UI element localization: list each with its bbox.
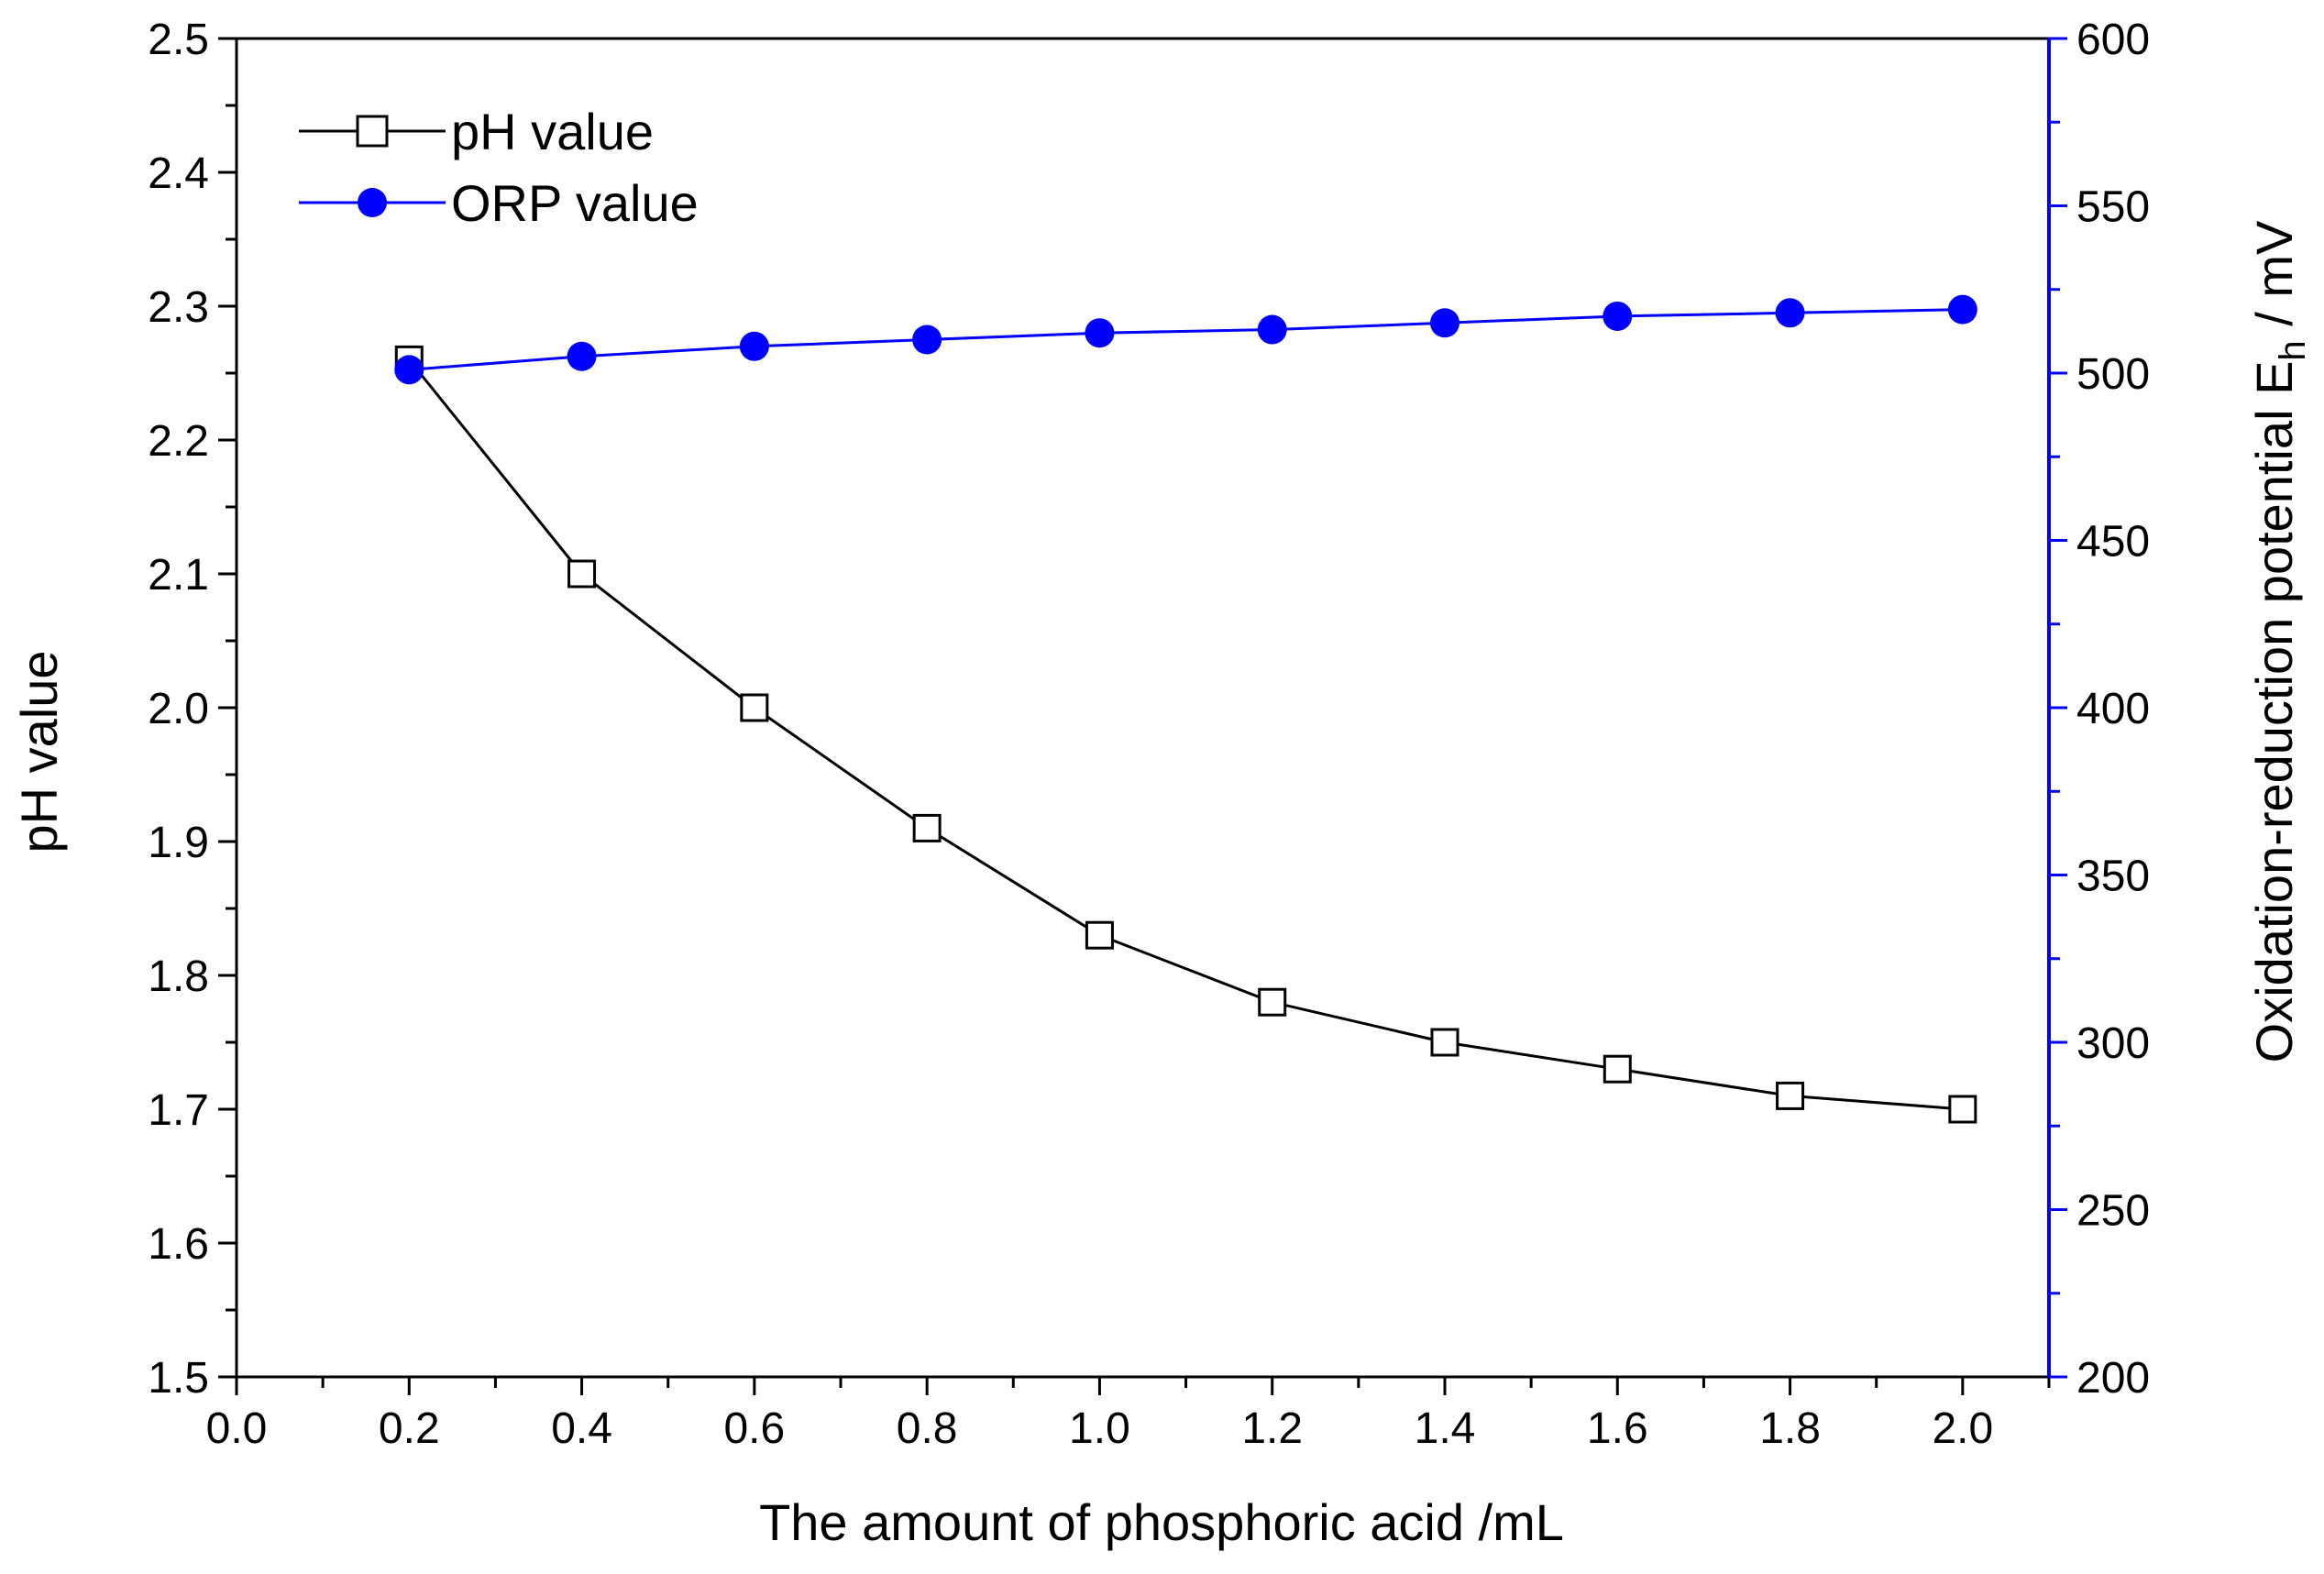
right-y-axis: 200 250 300 350 400 450 500 550 600 [2049,16,2150,1403]
x-tick-label: 0.4 [551,1404,612,1453]
orp-point [1257,314,1287,345]
y2-tick-label: 450 [2076,518,2150,567]
x-tick-label: 0.2 [379,1404,440,1453]
legend: pH value ORP value [299,103,699,232]
y2-tick-label: 550 [2076,183,2150,232]
legend-orp-marker [358,188,387,217]
ph-point [912,813,942,842]
plot-frame [235,37,2051,1379]
x-tick-label: 1.6 [1587,1404,1648,1453]
x-tick-label: 0.0 [206,1404,268,1453]
y-tick-label: 1.6 [148,1220,209,1269]
y2-axis-title-subscript: h [2273,340,2313,360]
orp-point [1603,301,1633,331]
ph-point [1776,1081,1805,1110]
x-tick-label: 0.8 [897,1404,958,1453]
ph-point [1603,1054,1632,1084]
y2-axis-title-unit: / mV [2245,220,2303,340]
legend-orp-label: ORP value [451,174,699,232]
ph-point [1085,920,1114,950]
x-tick-label: 1.4 [1415,1404,1476,1453]
orp-point [1085,318,1115,348]
y-tick-label: 2.5 [148,16,209,64]
y2-axis-title-main: Oxidation-reduction potential E [2245,361,2303,1063]
orp-point [394,355,424,385]
legend-ph-label: pH value [451,103,654,160]
orp-point [1947,294,1977,325]
y2-tick-label: 300 [2076,1019,2150,1068]
y2-tick-label: 600 [2076,16,2150,64]
y-tick-label: 1.7 [148,1086,209,1135]
ph-point [1430,1028,1459,1057]
orp-point [567,341,597,371]
y-tick-label: 2.4 [148,149,209,198]
y2-tick-label: 350 [2076,853,2150,901]
y2-tick-label: 200 [2076,1354,2150,1403]
x-tick-label: 1.8 [1759,1404,1821,1453]
y2-tick-label: 250 [2076,1187,2150,1236]
y-tick-label: 2.2 [148,417,209,466]
x-tick-label: 0.6 [723,1404,785,1453]
y-tick-label: 1.9 [148,819,209,867]
y-tick-label: 2.0 [148,685,209,733]
y-axis-title: pH value [10,650,68,853]
x-tick-label: 1.0 [1069,1404,1130,1453]
y-tick-label: 2.3 [148,283,209,332]
orp-point [1430,308,1459,338]
left-y-axis: 1.5 1.6 1.7 1.8 1.9 2.0 2.1 2.2 2.3 2.4 2.5 [148,16,237,1403]
x-axis-title: The amount of phosphoric acid /mL [759,1493,1564,1551]
x-tick-label: 1.2 [1241,1404,1303,1453]
orp-series-line [409,308,1963,371]
y-tick-label: 1.5 [148,1354,209,1403]
x-axis: 0.0 0.2 0.4 0.6 0.8 1.0 1.2 1.4 1.6 1.8 2.0 [206,1377,2051,1453]
orp-point [1775,298,1805,328]
y2-axis-title: Oxidation-reduction potential Eh / mV [2245,220,2313,1062]
y-tick-label: 1.8 [148,952,209,1001]
y-tick-label: 2.1 [148,551,209,600]
legend-ph-marker [356,115,389,148]
y2-tick-label: 400 [2076,685,2150,733]
orp-point [912,325,942,355]
y2-tick-label: 500 [2076,350,2150,399]
ph-series-line [408,358,1963,1111]
x-tick-label: 2.0 [1932,1404,1993,1453]
ph-point [1948,1095,1977,1124]
ph-point [740,693,769,722]
ph-point [1258,987,1287,1017]
ph-point [567,559,597,589]
orp-point [739,331,769,361]
series-layer [394,294,1977,1124]
